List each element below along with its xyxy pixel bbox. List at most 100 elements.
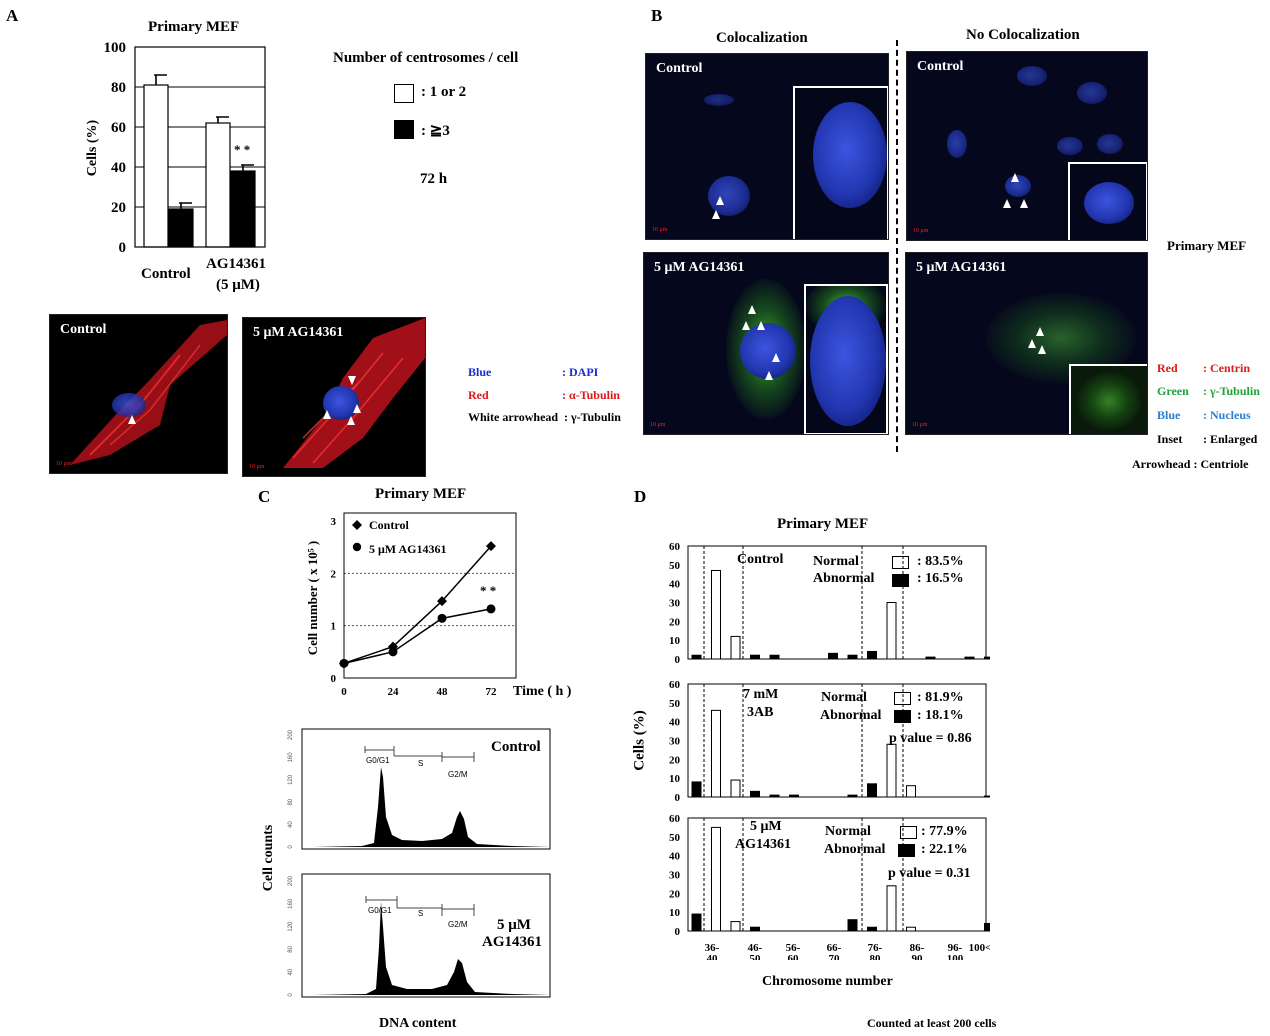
panel-d-ytick: 60 [669,541,681,553]
micrograph-b2-label: Control [917,59,964,74]
micrograph-b-nocoloc-ag: 5 μM AG14361 10 μm [905,252,1148,435]
b-legend-green-name: Green [1157,384,1189,398]
micrograph-a-ag-label: 5 μM AG14361 [253,325,344,340]
legend-black-swatch [394,120,414,139]
panel-b-divider [896,40,898,452]
panel-d-ytick: 0 [675,926,681,938]
panel-d-bar [847,794,858,798]
panel-a-bar [205,122,231,248]
d1-normal-swatch [892,556,909,569]
panel-c-chart-title: Primary MEF [375,486,467,502]
flow-control-frame [301,728,551,850]
panel-d-xtick-top: 46- [748,942,763,954]
gate-s-1: S [418,759,424,768]
panel-c-point-circle [437,613,447,623]
d3-abnormal-pct: : 22.1% [921,842,968,857]
panel-d-ytick: 50 [669,832,681,844]
panel-c-point-diamond [486,541,496,552]
panel-letter-a: A [6,6,19,25]
panel-c-point-circle [388,647,398,657]
panel-c-ytick: 3 [331,516,337,528]
panel-d-bar [984,922,990,932]
d1-abnormal-pct: : 16.5% [917,571,964,586]
panel-d-bar [711,709,721,798]
panel-c-ytick: 1 [331,621,337,633]
flow-ytick: 80 [288,945,294,952]
flow-ytick: 200 [288,875,294,886]
micrograph-a-control: Control 10 μm [49,314,228,474]
micrograph-b4-label: 5 μM AG14361 [916,260,1007,275]
b-legend-green-desc: : γ-Tubulin [1203,384,1260,398]
panel-c-xtick: 24 [388,686,400,698]
d3-abnormal-swatch [898,844,915,857]
d2-cond-line2: 3AB [747,705,774,720]
panel-d-bar [984,795,990,798]
b-legend-arrowhead-note: Arrowhead : Centriole [1132,457,1249,471]
micrograph-b-nocoloc-control: Control 10 μm [906,51,1148,241]
legend-white-label: : 1 or 2 [421,84,467,100]
panel-d-bar [691,654,702,660]
flow-ytick: 40 [288,968,294,975]
panel-c-xlabel: Time ( h ) [513,684,572,699]
panel-d-footnote: Counted at least 200 cells [867,1016,997,1030]
legend-marker-diamond [352,520,362,530]
panel-d-bar [886,885,897,932]
panel-d-ytick: 30 [669,736,681,748]
panel-d-bar [730,635,741,660]
panel-d-xtick-top: 100< [969,942,990,954]
panel-a-ytick: 0 [119,240,127,256]
panel-d-ylabel: Cells (%) [631,710,648,771]
d1-cond-line1: Control [737,552,784,567]
d1-normal-pct: : 83.5% [917,554,964,569]
panel-d-bar [906,785,916,798]
panel-c-xtick: 72 [486,686,498,698]
stain-legend-white-name: White arrowhead [468,410,559,424]
panel-d-xtick-bottom: 40 [707,953,719,960]
panel-d-xtick-bottom: 60 [788,953,800,960]
flow-ytick: 120 [288,921,294,932]
panel-c-line-chart: 0 1 2 3 0 24 48 72 [331,512,517,698]
panel-c-point-circle [486,604,496,614]
panel-c-ytick: 2 [331,568,337,580]
micrograph-b1-label: Control [656,61,703,76]
panel-d-ytick: 10 [669,635,681,647]
stain-legend-white-desc: : γ-Tubulin [564,410,621,424]
panel-d-bar [847,919,858,932]
flow-ytick: 120 [288,774,294,785]
panel-d-bar [964,656,975,660]
d2-normal-pct: : 81.9% [917,690,964,705]
panel-a-axes-frame [134,46,266,248]
inset-b2 [1068,162,1147,240]
panel-d-ytick: 40 [669,851,681,863]
panel-d-ytick: 40 [669,717,681,729]
panel-d-histograms: 0 10 20 30 40 50 60 0 10 20 30 40 50 60 0 10 20 30 40 50 6… [669,541,990,960]
panel-d-bar [750,926,760,932]
flow-ytick: 0 [288,845,294,849]
d1-normal-label: Normal [813,554,859,569]
panel-d-ytick: 10 [669,907,681,919]
scale-bar-text: 10 μm [652,227,668,233]
panel-d-xticks: 36-40 46-50 56-60 66-70 76-80 86-90 96-100 100< [705,942,990,960]
panel-a-ytick: 100 [104,40,127,56]
micrograph-a-control-label: Control [60,322,107,337]
panel-d-ytick: 0 [675,792,681,804]
panel-d-bar [750,654,760,660]
panel-a-ytick: 20 [111,200,126,216]
panel-c-legend-control: Control [369,518,409,532]
b-legend-red-desc: : Centrin [1203,361,1250,375]
panel-a-group-control: Control [141,266,191,282]
d1-abnormal-label: Abnormal [813,571,875,586]
flow-control-histogram [312,767,550,847]
b-legend-inset-name: Inset [1157,432,1183,446]
panel-a-errorbar [179,202,192,209]
inset-b4 [1069,364,1147,434]
d2-abnormal-pct: : 18.1% [917,708,964,723]
panel-c-significance: * * [480,583,497,598]
panel-d-xtick-bottom: 70 [829,953,841,960]
panel-d-xtick-top: 56- [786,942,801,954]
stain-legend-blue-desc: : DAPI [562,365,599,379]
panel-d-bar [730,921,741,932]
panel-a-ytick: 60 [111,120,126,136]
d3-normal-label: Normal [825,824,871,839]
flow-ytick: 160 [288,752,294,763]
